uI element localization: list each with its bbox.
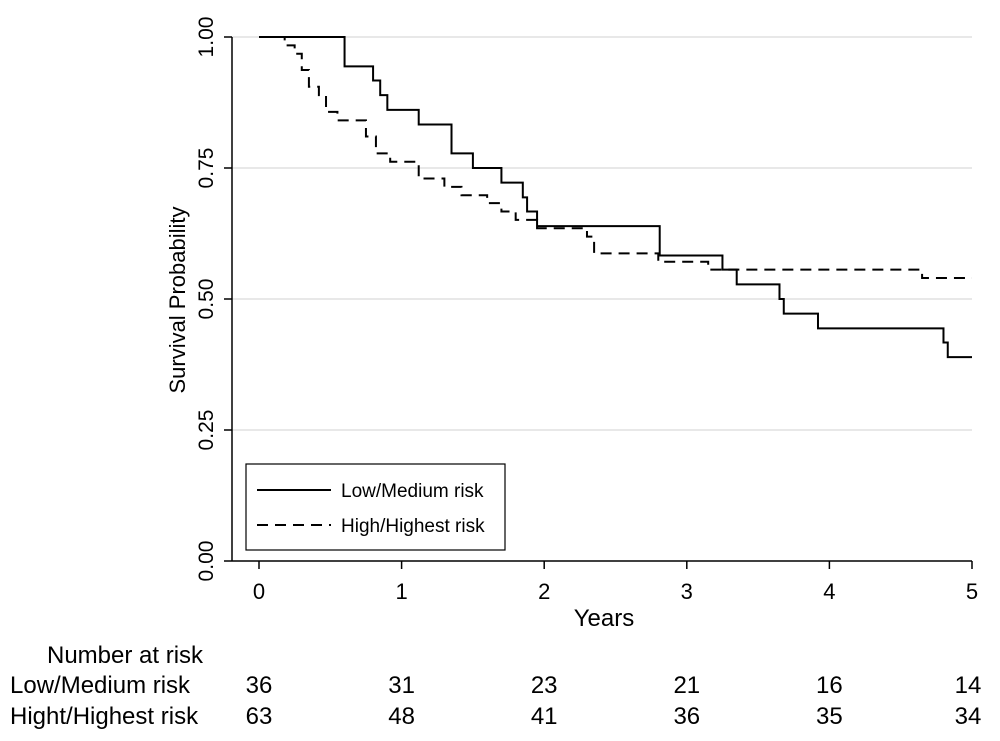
- x-tick-label: 5: [966, 579, 978, 604]
- axes: 0.00 0.25 0.50 0.75 1.00 0 1 2 3 4 5: [195, 17, 978, 604]
- risk-count: 23: [530, 672, 558, 699]
- x-tick-label: 0: [253, 579, 265, 604]
- y-tick-label: 0.75: [195, 148, 218, 189]
- risk-count: 31: [388, 672, 415, 699]
- x-tick-label: 1: [395, 579, 407, 604]
- y-tick-label: 0.50: [195, 279, 218, 320]
- risk-count: 21: [673, 672, 701, 699]
- risk-count: 36: [673, 703, 701, 730]
- risk-count: 14: [954, 672, 982, 699]
- risk-count: 41: [530, 703, 558, 730]
- risk-count: 63: [245, 703, 273, 730]
- x-tick-label: 3: [681, 579, 693, 604]
- risk-count: 16: [816, 672, 843, 699]
- risk-row-label: Low/Medium risk: [10, 672, 191, 699]
- low-medium-risk-curve: [259, 36, 972, 359]
- y-axis-label: Survival Probability: [165, 206, 190, 393]
- risk-row-label: Hight/Highest risk: [10, 703, 199, 730]
- risk-table-header: Number at risk: [47, 642, 204, 669]
- risk-count: 34: [954, 703, 982, 730]
- legend: Low/Medium risk High/Highest risk: [245, 463, 506, 551]
- high-highest-risk-curve: [259, 36, 972, 280]
- legend-label-high-highest: High/Highest risk: [341, 516, 485, 537]
- survival-curves: [259, 36, 972, 359]
- x-axis-label: Years: [574, 605, 635, 632]
- gridlines: [232, 36, 972, 431]
- y-tick-label: 0.00: [195, 541, 218, 582]
- x-tick-label: 4: [823, 579, 835, 604]
- risk-count: 35: [816, 703, 843, 730]
- risk-count: 48: [388, 703, 415, 730]
- y-tick-label: 0.25: [195, 410, 218, 451]
- y-tick-label: 1.00: [195, 17, 218, 58]
- legend-label-low-medium: Low/Medium risk: [341, 481, 484, 502]
- x-tick-label: 2: [538, 579, 550, 604]
- risk-count: 36: [245, 672, 273, 699]
- legend-box: [245, 463, 506, 551]
